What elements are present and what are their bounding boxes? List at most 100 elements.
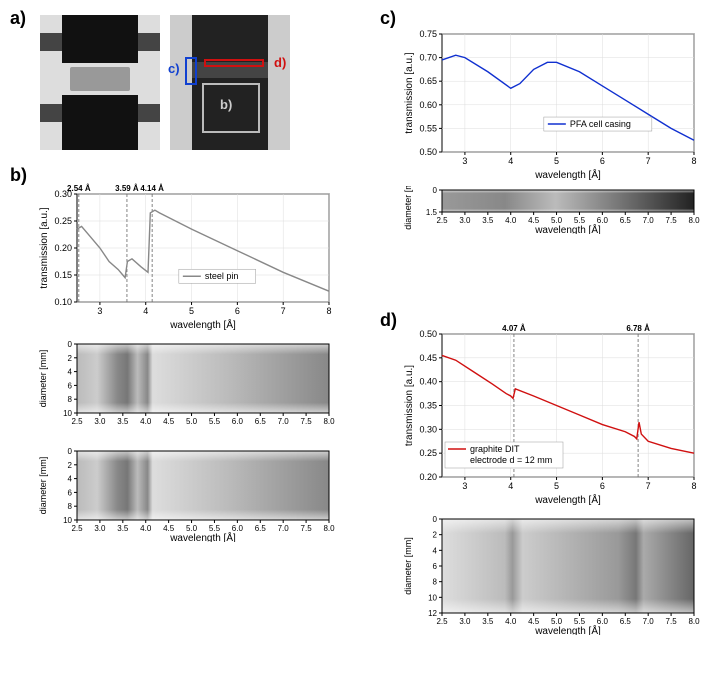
svg-text:diameter [mm]: diameter [mm]	[403, 186, 413, 230]
panel-b-chart: 0.100.150.200.250.303456782.54 Å3.59 Å4.…	[35, 180, 335, 330]
svg-text:6: 6	[68, 381, 73, 390]
svg-text:6.78 Å: 6.78 Å	[626, 324, 650, 333]
annot-b-text: b)	[220, 97, 232, 112]
svg-text:0.25: 0.25	[419, 448, 437, 458]
svg-text:7: 7	[646, 156, 651, 166]
svg-text:graphite DIT: graphite DIT	[470, 444, 520, 454]
svg-text:4: 4	[433, 546, 438, 555]
svg-text:7.5: 7.5	[666, 617, 678, 626]
svg-text:0.20: 0.20	[419, 472, 437, 482]
xray-image-right: c) d) b)	[170, 15, 290, 150]
svg-text:7: 7	[646, 481, 651, 491]
svg-text:8.0: 8.0	[323, 417, 335, 426]
svg-text:6.5: 6.5	[620, 216, 632, 225]
svg-text:8.0: 8.0	[688, 617, 700, 626]
svg-text:4.14 Å: 4.14 Å	[140, 184, 164, 193]
svg-text:transmission [a.u.]: transmission [a.u.]	[39, 207, 50, 288]
svg-text:wavelength [Å]: wavelength [Å]	[169, 531, 236, 542]
svg-text:6.0: 6.0	[597, 216, 609, 225]
svg-text:0.50: 0.50	[419, 147, 437, 157]
svg-text:wavelength [Å]: wavelength [Å]	[534, 493, 601, 505]
figure-container: a) b) c) d) c) d) b) 0.100.150.2	[0, 0, 720, 687]
svg-text:wavelength [Å]: wavelength [Å]	[534, 223, 601, 234]
svg-text:8: 8	[691, 156, 696, 166]
svg-text:6: 6	[600, 481, 605, 491]
svg-text:7.0: 7.0	[278, 524, 290, 533]
panel-a-label: a)	[10, 8, 26, 29]
svg-text:0.10: 0.10	[54, 297, 72, 307]
annot-d-box	[204, 59, 264, 67]
svg-text:2.5: 2.5	[71, 524, 83, 533]
svg-text:transmission [a.u.]: transmission [a.u.]	[404, 52, 415, 133]
svg-text:10: 10	[428, 593, 437, 602]
svg-text:4: 4	[68, 368, 73, 377]
svg-text:6.5: 6.5	[620, 617, 632, 626]
svg-text:2: 2	[68, 461, 73, 470]
annot-c-box	[185, 57, 197, 85]
panel-d-label: d)	[380, 310, 397, 331]
svg-text:diameter [mm]: diameter [mm]	[403, 537, 413, 595]
svg-text:5: 5	[554, 156, 559, 166]
svg-text:3.5: 3.5	[482, 617, 494, 626]
panel-c: 0.500.550.600.650.700.75345678wavelength…	[400, 20, 700, 234]
svg-text:0.35: 0.35	[419, 401, 437, 411]
svg-text:7.0: 7.0	[643, 216, 655, 225]
annot-d-text: d)	[274, 55, 286, 70]
svg-text:wavelength [Å]: wavelength [Å]	[534, 168, 601, 180]
svg-text:4.5: 4.5	[163, 417, 175, 426]
svg-text:5.0: 5.0	[551, 617, 563, 626]
svg-text:8: 8	[326, 306, 331, 316]
svg-text:0.50: 0.50	[419, 329, 437, 339]
svg-text:3.59 Å: 3.59 Å	[115, 184, 139, 193]
svg-text:4.07 Å: 4.07 Å	[502, 324, 526, 333]
svg-text:0.65: 0.65	[419, 76, 437, 86]
svg-text:6: 6	[235, 306, 240, 316]
svg-text:3.5: 3.5	[117, 524, 129, 533]
svg-text:8: 8	[68, 502, 73, 511]
svg-text:4.5: 4.5	[528, 617, 540, 626]
svg-text:2: 2	[433, 531, 438, 540]
panel-c-heatmap: 01.52.53.03.54.04.55.05.56.06.57.07.58.0…	[400, 186, 700, 234]
svg-text:3: 3	[97, 306, 102, 316]
svg-text:4.0: 4.0	[140, 524, 152, 533]
svg-text:0.15: 0.15	[54, 270, 72, 280]
svg-text:0.60: 0.60	[419, 100, 437, 110]
svg-text:2.5: 2.5	[436, 216, 448, 225]
svg-text:0.45: 0.45	[419, 353, 437, 363]
panel-b: 0.100.150.200.250.303456782.54 Å3.59 Å4.…	[35, 180, 335, 542]
svg-text:5.5: 5.5	[209, 417, 221, 426]
annot-c-text: c)	[168, 61, 180, 76]
svg-text:3.5: 3.5	[117, 417, 129, 426]
svg-text:0.75: 0.75	[419, 29, 437, 39]
panel-b-heatmap-2: 02468102.53.03.54.04.55.05.56.06.57.07.5…	[35, 447, 335, 542]
svg-text:6: 6	[68, 488, 73, 497]
xray-image-left	[40, 15, 160, 150]
svg-text:3.5: 3.5	[482, 216, 494, 225]
svg-text:5.0: 5.0	[186, 524, 198, 533]
svg-text:0: 0	[433, 186, 438, 195]
svg-text:0: 0	[433, 515, 438, 524]
svg-text:3.0: 3.0	[94, 417, 106, 426]
svg-text:4.5: 4.5	[528, 216, 540, 225]
svg-text:3.0: 3.0	[94, 524, 106, 533]
svg-text:4: 4	[143, 306, 148, 316]
svg-text:8.0: 8.0	[688, 216, 700, 225]
svg-text:3.0: 3.0	[459, 617, 471, 626]
svg-text:5.5: 5.5	[209, 524, 221, 533]
svg-text:5: 5	[189, 306, 194, 316]
panel-b-heatmap-1: 02468102.53.03.54.04.55.05.56.06.57.07.5…	[35, 340, 335, 435]
svg-text:6.0: 6.0	[232, 417, 244, 426]
svg-text:5: 5	[554, 481, 559, 491]
svg-text:0.70: 0.70	[419, 53, 437, 63]
svg-text:4.0: 4.0	[505, 617, 517, 626]
svg-text:3.0: 3.0	[459, 216, 471, 225]
svg-text:2.54 Å: 2.54 Å	[67, 184, 91, 193]
panel-d-chart: 0.200.250.300.350.400.450.503456784.07 Å…	[400, 320, 700, 505]
svg-text:4: 4	[508, 156, 513, 166]
svg-text:5.5: 5.5	[574, 617, 586, 626]
svg-text:0.20: 0.20	[54, 243, 72, 253]
svg-text:electrode d = 12 mm: electrode d = 12 mm	[470, 455, 552, 465]
svg-text:2: 2	[68, 354, 73, 363]
svg-text:8: 8	[691, 481, 696, 491]
svg-text:4.0: 4.0	[140, 417, 152, 426]
